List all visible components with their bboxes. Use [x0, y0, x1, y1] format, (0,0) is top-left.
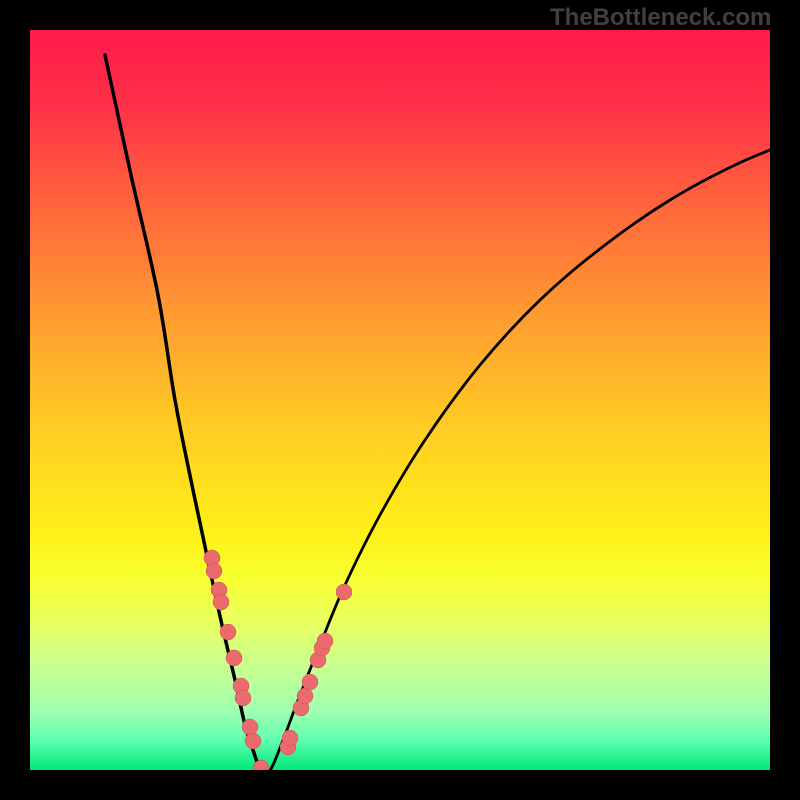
scatter-point: [220, 624, 236, 640]
scatter-point: [317, 633, 333, 649]
plot-area: [30, 30, 770, 770]
chart-container: TheBottleneck.com: [0, 0, 800, 800]
scatter-point: [282, 730, 298, 746]
left-curve: [105, 55, 265, 770]
scatter-point: [302, 674, 318, 690]
scatter-point: [336, 584, 352, 600]
scatter-point: [242, 719, 258, 735]
curves-overlay: [30, 30, 770, 770]
scatter-point: [206, 563, 222, 579]
scatter-point: [226, 650, 242, 666]
right-curve: [265, 138, 770, 770]
scatter-point: [213, 594, 229, 610]
watermark-text: TheBottleneck.com: [550, 4, 771, 32]
scatter-point: [297, 688, 313, 704]
scatter-point: [245, 733, 261, 749]
scatter-point: [235, 690, 251, 706]
